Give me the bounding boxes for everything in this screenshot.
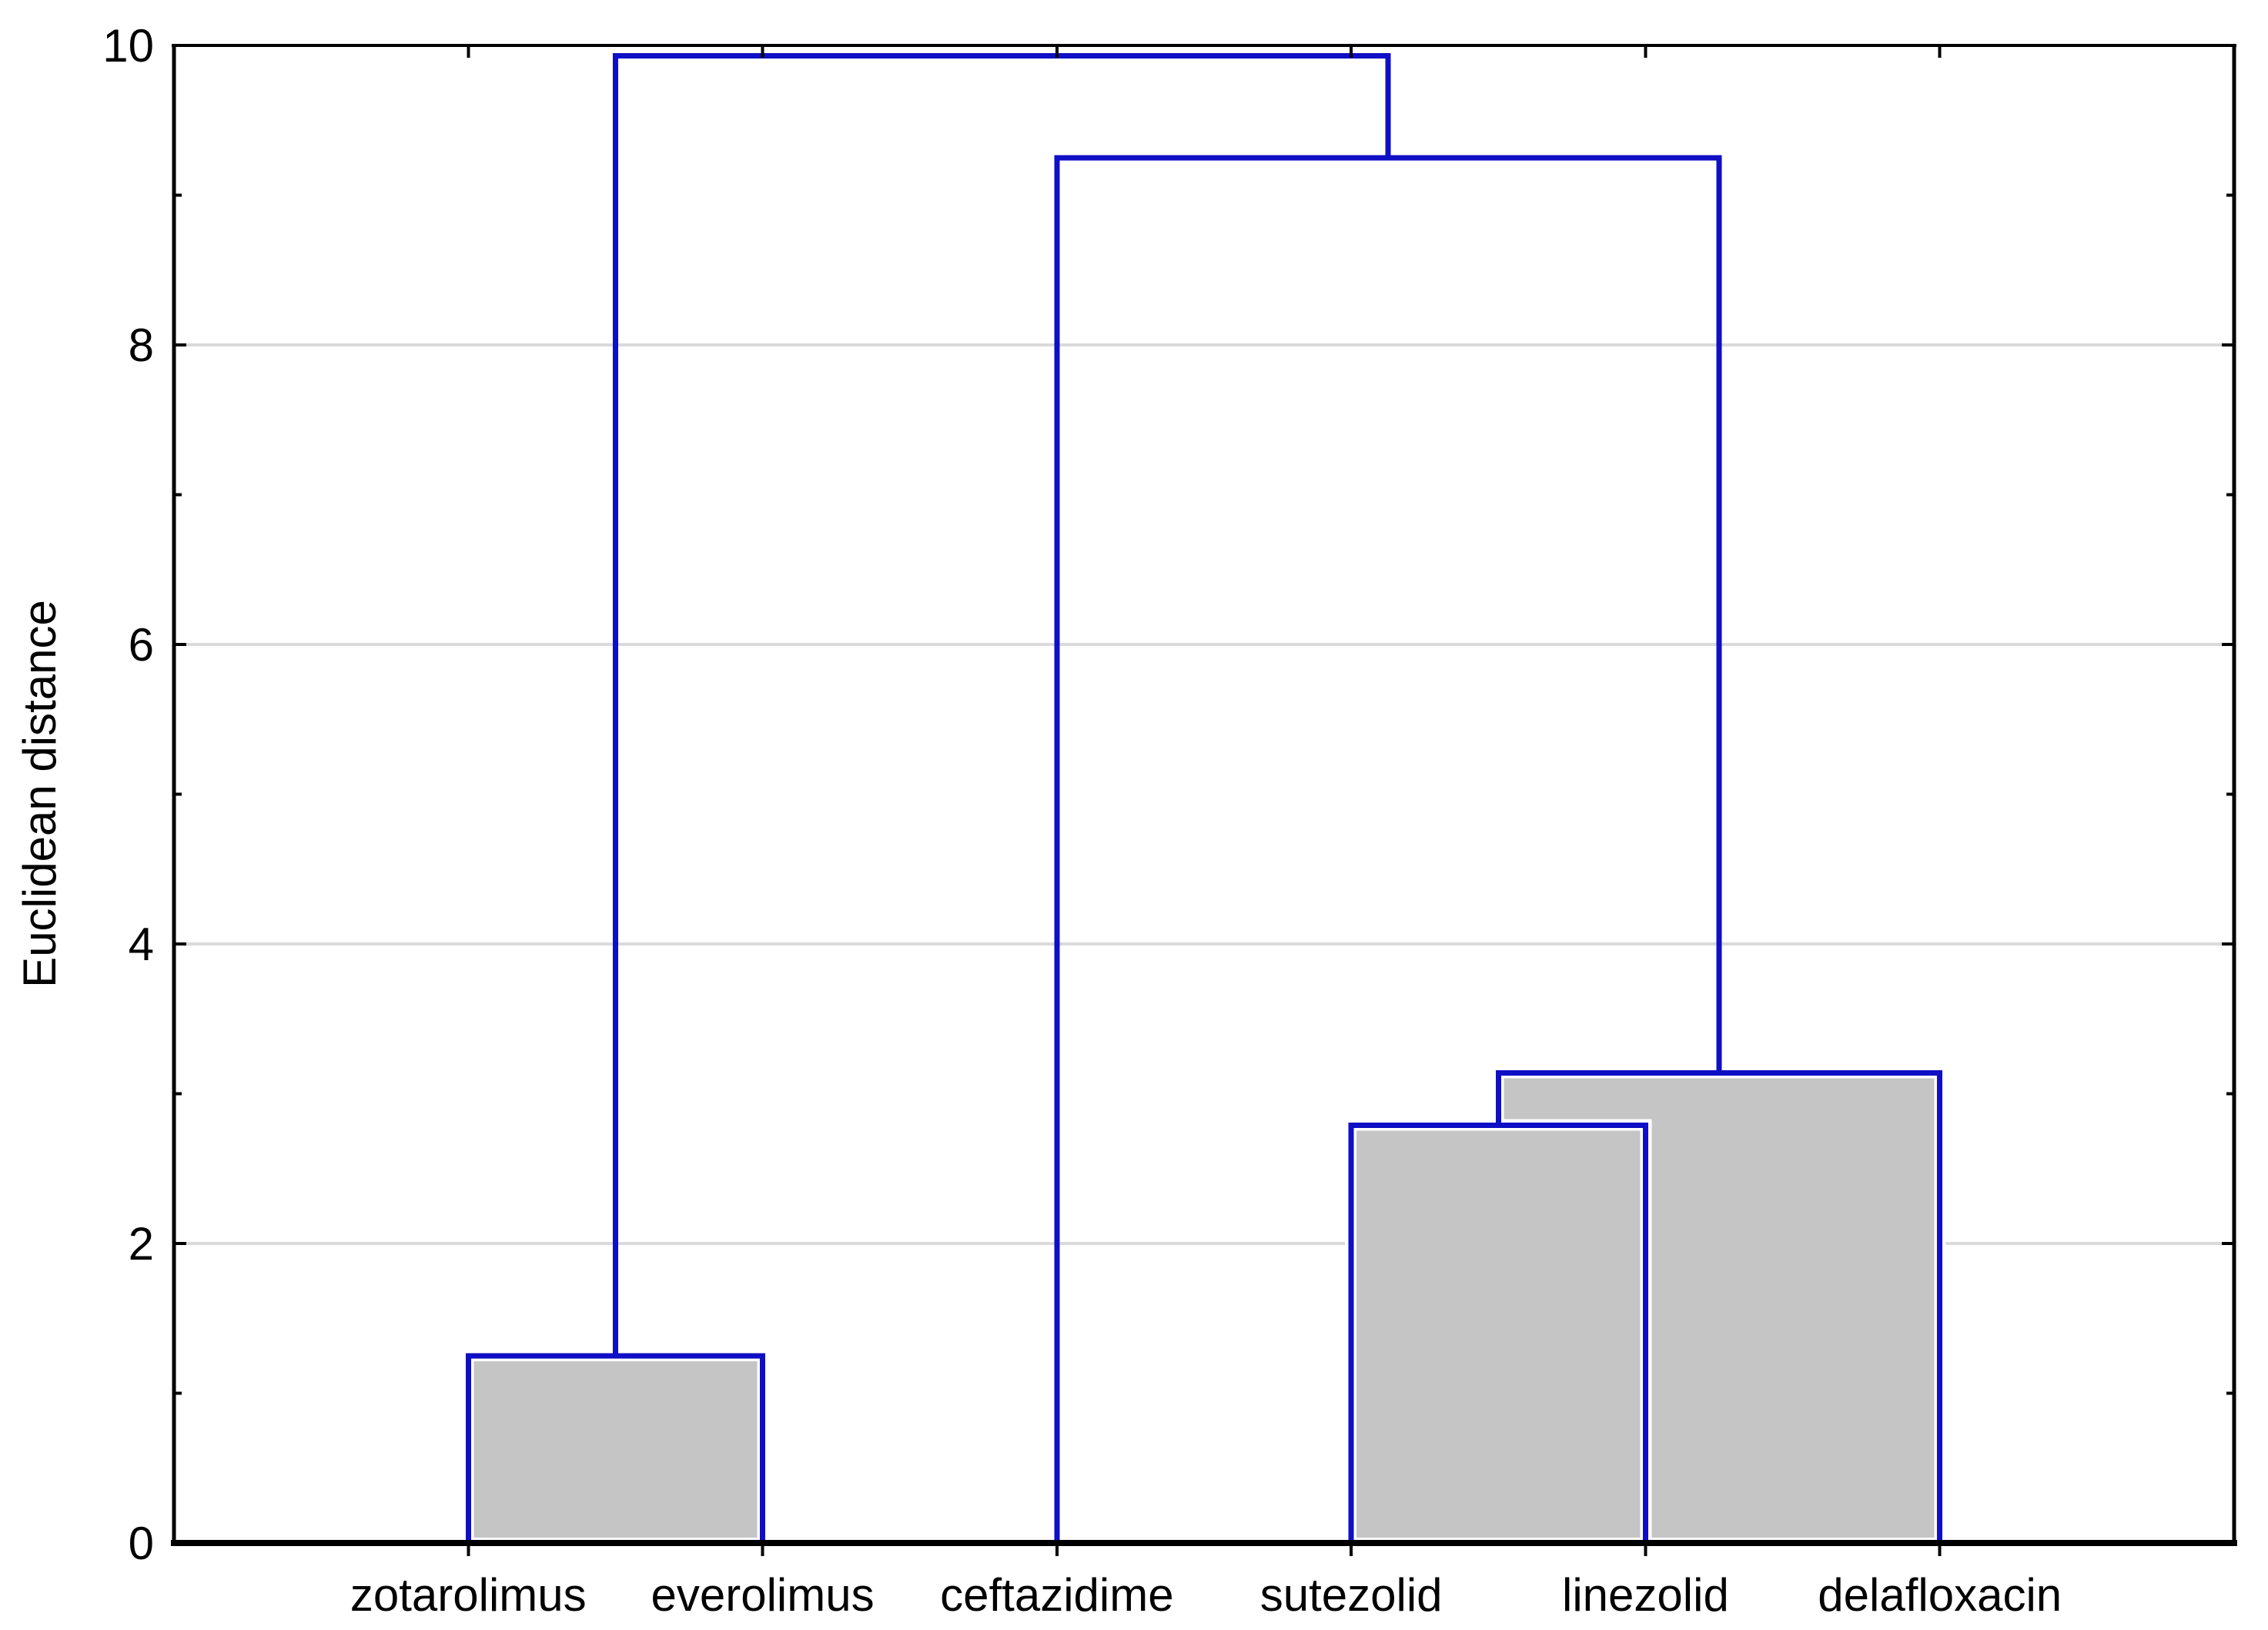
y-tick-label-0: 0 [129,1518,154,1569]
leaf-label-ceftazidime: ceftazidime [940,1569,1173,1621]
leaf-label-everolimus: everolimus [651,1569,875,1621]
axis-ticks [174,44,2234,1556]
leaf-label-delafloxacin: delafloxacin [1818,1569,2062,1621]
y-tick-labels: 0 2 4 6 8 10 [102,20,154,1569]
y-tick-label-10: 10 [102,20,154,72]
leaf-label-sutezolid: sutezolid [1260,1569,1443,1621]
y-tick-label-8: 8 [129,320,154,371]
y-axis-title: Euclidean distance [14,600,65,988]
dendrogram-lines [465,53,1943,1543]
leaf-label-zotarolimus: zotarolimus [350,1569,587,1621]
y-tick-label-4: 4 [129,919,154,970]
cluster-boxes [462,1066,1946,1541]
x-leaf-labels: zotarolimus everolimus ceftazidime sutezoli… [350,1569,2062,1621]
cluster-box-fill-m1 [473,1361,758,1538]
cluster-box-fill-m2 [1356,1130,1641,1538]
leaf-label-linezolid: linezolid [1562,1569,1729,1621]
y-tick-label-2: 2 [129,1218,154,1270]
y-tick-label-6: 6 [129,619,154,671]
